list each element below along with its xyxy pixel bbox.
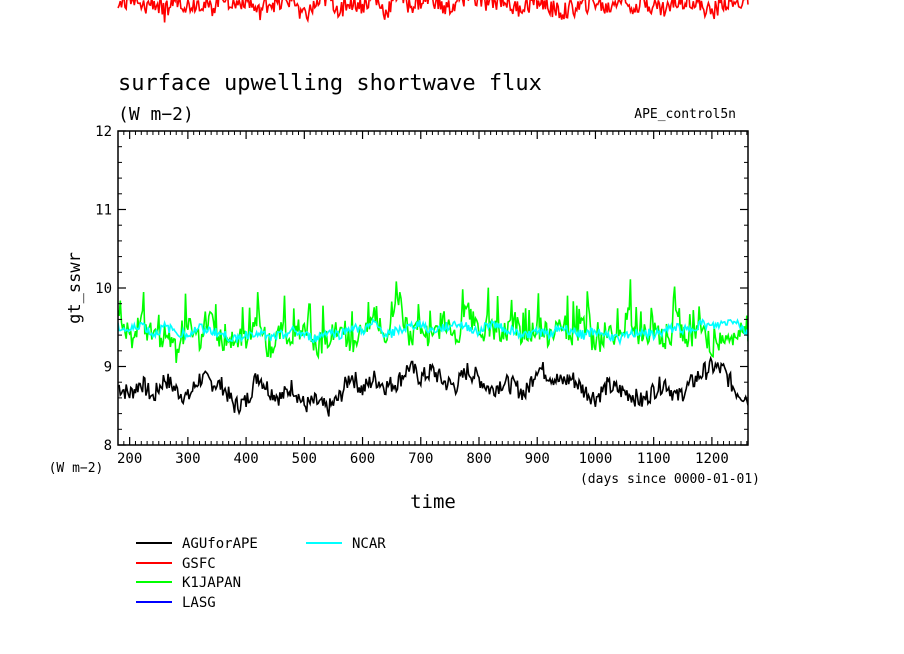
x-tick-label: 300 — [175, 451, 200, 467]
y-tick-label: 11 — [95, 203, 112, 219]
legend-label-aguforape: AGUforAPE — [182, 536, 258, 552]
x-tick-label: 400 — [233, 451, 258, 467]
run-label: APE_control5n — [634, 107, 736, 122]
y-axis-title: gt_sswr — [65, 252, 85, 324]
x-tick-label: 1000 — [579, 451, 613, 467]
series-line-ncar — [118, 317, 748, 347]
x-tick-label: 600 — [350, 451, 375, 467]
chart-title: surface upwelling shortwave flux — [118, 71, 542, 96]
legend-label-gsfc: GSFC — [182, 556, 216, 572]
series-lines-top — [117, 0, 749, 24]
x-tick-label: 200 — [117, 451, 142, 467]
y-tick-label: 10 — [95, 281, 112, 297]
x-tick-label: 800 — [466, 451, 491, 467]
chart-units: (W m−2) — [118, 104, 194, 125]
legend-label-lasg: LASG — [182, 595, 216, 611]
series-lines — [118, 279, 748, 417]
x-tick-label: 1200 — [695, 451, 729, 467]
y-tick-label: 12 — [95, 124, 112, 140]
x-axis-title: time — [410, 491, 456, 513]
x-tick-label: 500 — [292, 451, 317, 467]
legend-label-k1japan: K1JAPAN — [182, 575, 241, 591]
y-tick-label: 8 — [104, 438, 112, 454]
plot-frame — [117, 130, 749, 446]
x-tick-label: 700 — [408, 451, 433, 467]
x-tick-label: 900 — [525, 451, 550, 467]
legend: AGUforAPE GSFC K1JAPAN LASG NCAR — [136, 536, 386, 611]
series-line-k1japan — [118, 279, 748, 363]
y-axis-units: (W m−2) — [49, 461, 104, 476]
series-line-gsfc — [117, 0, 749, 24]
x-tick-label: 1100 — [637, 451, 671, 467]
y-tick-label: 9 — [104, 360, 112, 376]
x-axis: 200 300 400 500 600 700 800 900 1000 1100 1200 — [117, 131, 748, 467]
legend-label-ncar: NCAR — [352, 536, 386, 552]
series-line-aguforape — [118, 355, 748, 417]
x-axis-units: (days since 0000-01-01) — [580, 472, 760, 487]
y-axis: 8 9 10 11 12 — [95, 124, 748, 454]
